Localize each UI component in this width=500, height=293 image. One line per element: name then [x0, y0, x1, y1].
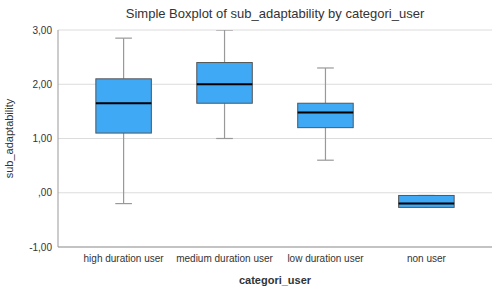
- lower-cap: [115, 203, 132, 204]
- x-tick-label: high duration user: [84, 253, 165, 264]
- upper-whisker: [224, 30, 225, 63]
- lower-whisker: [224, 103, 225, 138]
- grid-line: [58, 30, 492, 31]
- median-line: [96, 102, 152, 104]
- plot-area: [96, 30, 454, 207]
- x-axis-line: [58, 247, 492, 248]
- chart-container: Simple Boxplot of sub_adaptability by ca…: [0, 0, 500, 293]
- y-tick-label: ,00: [38, 187, 52, 198]
- box: [96, 79, 152, 133]
- upper-cap: [115, 38, 132, 39]
- box: [197, 63, 253, 104]
- title: Simple Boxplot of sub_adaptability by ca…: [126, 6, 425, 21]
- x-tick-label: medium duration user: [176, 253, 273, 264]
- y-tick-label: 2,00: [33, 79, 53, 90]
- box: [298, 103, 354, 127]
- x-tick-label: low duration user: [287, 253, 364, 264]
- median-line: [197, 83, 253, 85]
- y-axis-line: [58, 30, 59, 247]
- upper-whisker: [123, 38, 124, 79]
- y-tick-label: 1,00: [33, 133, 53, 144]
- lower-whisker: [325, 128, 326, 161]
- x-axis-label: categori_user: [239, 274, 312, 286]
- lower-cap: [216, 138, 233, 139]
- grid-line: [58, 247, 492, 248]
- x-tick-label: non user: [407, 253, 447, 264]
- median-line: [399, 203, 455, 205]
- upper-cap: [216, 30, 233, 31]
- y-axis-label: sub_adaptability: [3, 98, 15, 178]
- lower-whisker: [123, 133, 124, 204]
- y-tick-label: -1,00: [29, 242, 52, 253]
- box: [399, 195, 455, 207]
- median-line: [298, 111, 354, 113]
- chart-svg: Simple Boxplot of sub_adaptability by ca…: [0, 0, 500, 293]
- upper-whisker: [325, 68, 326, 103]
- lower-cap: [317, 160, 334, 161]
- y-tick-label: 3,00: [33, 25, 53, 36]
- upper-cap: [317, 67, 334, 68]
